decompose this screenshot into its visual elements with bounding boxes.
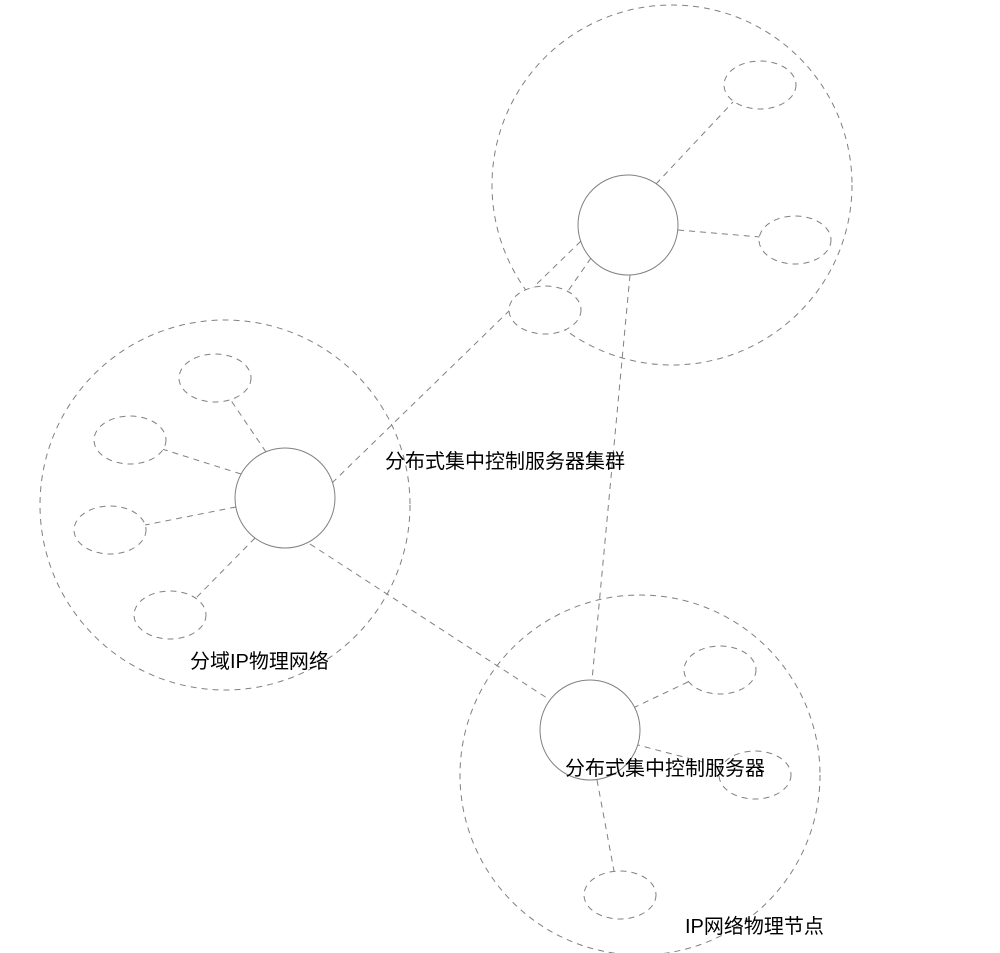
control-server: [235, 448, 335, 548]
control-server: [578, 175, 678, 275]
physical-node: [134, 591, 206, 639]
diagram-label: 分布式集中控制服务器集群: [385, 445, 625, 474]
diagram-label: IP网络物理节点: [685, 910, 824, 939]
network-diagram: [0, 0, 1000, 953]
physical-node: [179, 354, 251, 402]
inner-edge: [145, 507, 236, 525]
inner-edge: [162, 449, 241, 474]
inner-edge: [568, 258, 591, 291]
inner-edge: [194, 538, 255, 600]
inter-cluster-edge: [592, 275, 630, 680]
inter-cluster-edge: [310, 544, 550, 700]
physical-node: [584, 871, 656, 919]
diagram-label: 分域IP物理网络: [190, 645, 329, 674]
physical-node: [509, 286, 581, 334]
inner-edge: [678, 230, 760, 237]
physical-node: [74, 506, 146, 554]
physical-node: [684, 646, 756, 694]
physical-node: [759, 216, 831, 264]
inner-edge: [230, 399, 266, 452]
physical-node: [724, 61, 796, 109]
physical-node: [94, 416, 166, 464]
diagram-label: 分布式集中控制服务器: [565, 752, 765, 781]
inner-edge: [597, 780, 614, 871]
inner-edge: [633, 681, 690, 708]
inner-edge: [656, 102, 733, 184]
